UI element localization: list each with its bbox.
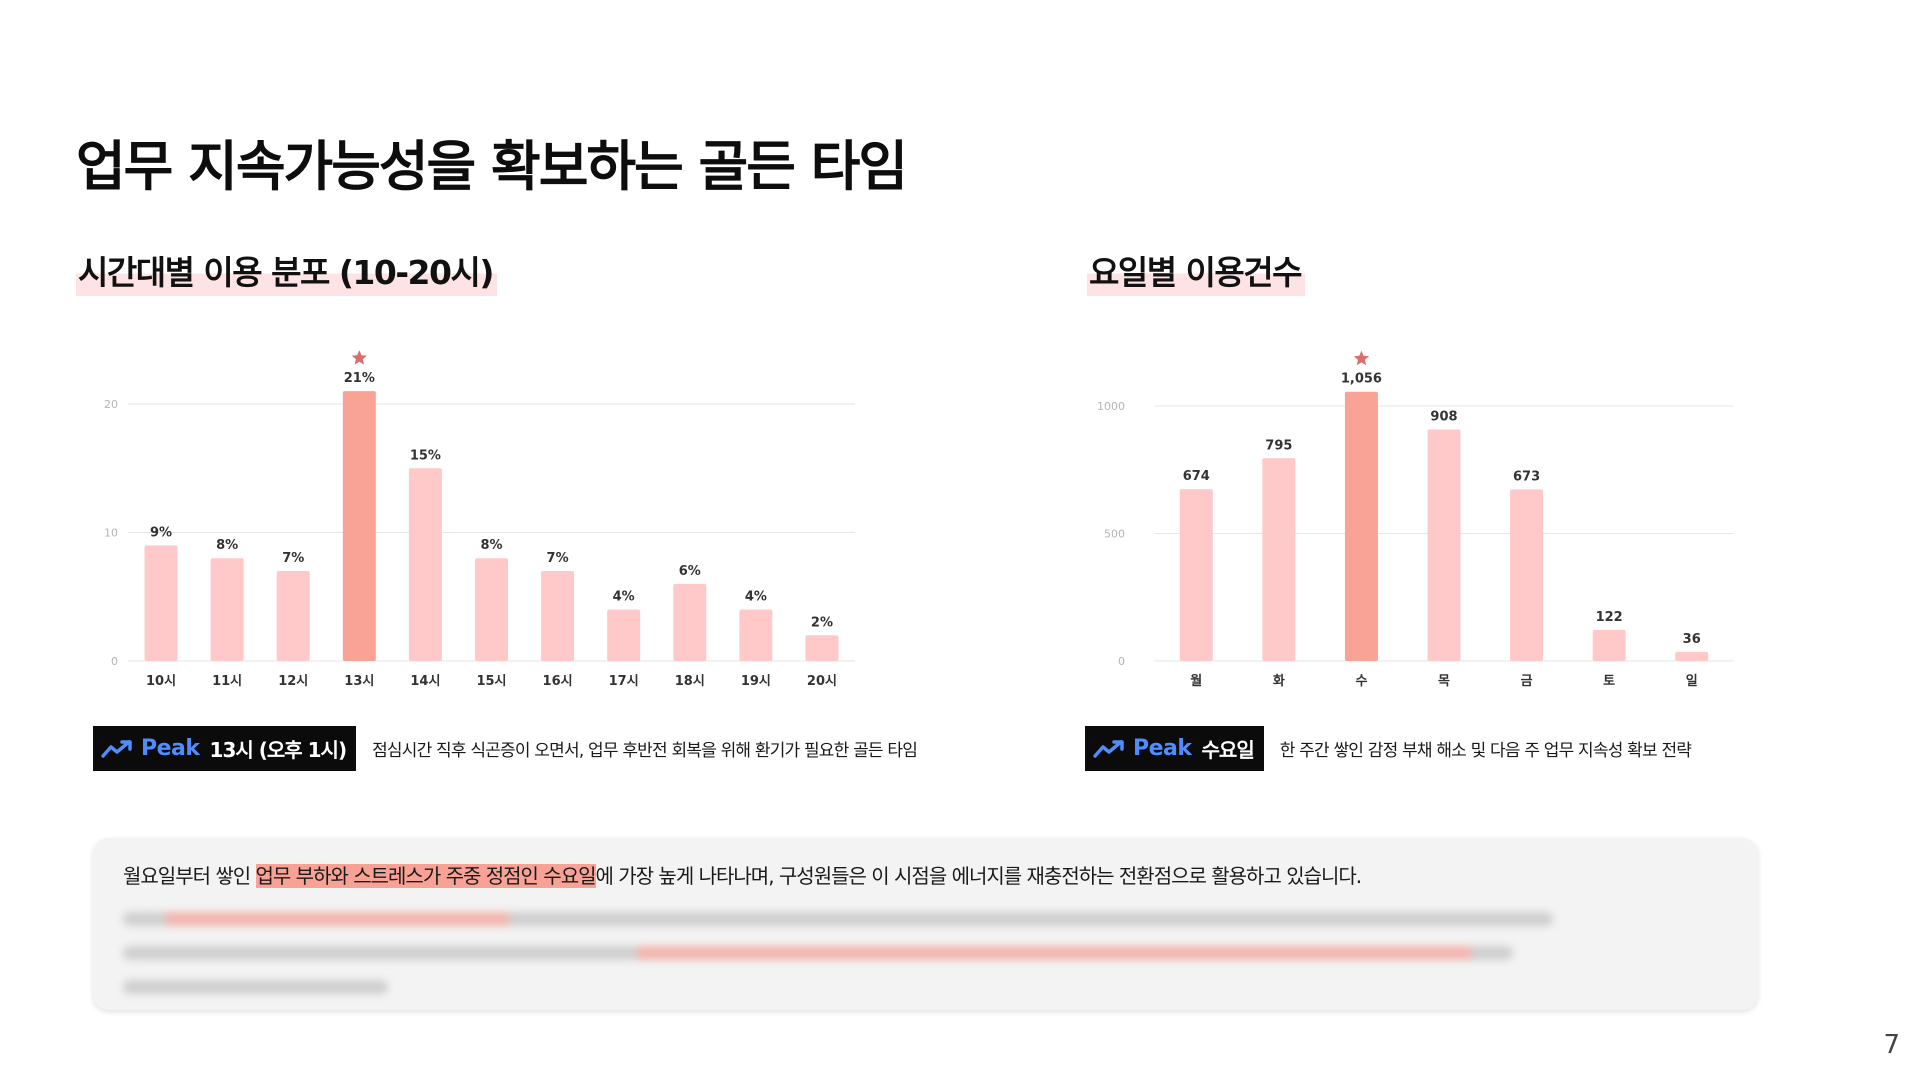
peak-badge: Peak 수요일 [1085, 726, 1264, 771]
y-tick-label: 10 [104, 527, 118, 540]
value-label: 674 [1183, 469, 1210, 484]
category-label: 14시 [410, 674, 440, 689]
bar [1344, 391, 1378, 661]
value-label: 908 [1430, 409, 1457, 424]
value-label: 673 [1513, 469, 1540, 484]
bar [210, 558, 244, 661]
bar [475, 558, 508, 661]
y-tick-label: 1000 [1097, 400, 1125, 413]
y-tick-label: 500 [1104, 528, 1125, 541]
category-label: 토 [1603, 674, 1615, 689]
value-label: 2% [811, 615, 833, 630]
bar [673, 583, 707, 661]
value-label: 8% [480, 538, 502, 553]
category-label: 12시 [278, 674, 308, 689]
value-label: 122 [1596, 610, 1623, 625]
peak-description: 점심시간 직후 식곤증이 오면서, 업무 후반전 회복을 위해 환기가 필요한 … [372, 741, 918, 761]
y-tick-label: 0 [111, 655, 118, 668]
weekday-chart-title: 요일별 이용건수 [1087, 246, 1306, 296]
bar [408, 468, 442, 661]
category-label: 10시 [146, 674, 176, 689]
peak-label: Peak [141, 736, 200, 761]
trending-up-icon [1093, 739, 1124, 758]
peak-value: 수요일 [1201, 738, 1255, 762]
trending-up-icon [101, 739, 132, 758]
y-tick-label: 20 [104, 398, 118, 411]
bar [1179, 489, 1213, 661]
category-label: 15시 [476, 674, 506, 689]
summary-text-end: 에 가장 높게 나타나며, 구성원들은 이 시점을 에너지를 재충전하는 전환점… [595, 864, 1363, 888]
summary-highlight: 업무 부하와 스트레스가 주중 정점인 수요일 [255, 864, 597, 888]
category-label: 16시 [543, 674, 573, 689]
blurred-text-line [123, 980, 388, 994]
peak-badge: Peak 13시 (오후 1시) [93, 726, 357, 771]
bar [739, 609, 773, 661]
category-label: 20시 [807, 674, 837, 689]
value-label: 1,056 [1341, 372, 1382, 387]
bar [1262, 458, 1296, 661]
y-tick-label: 0 [1118, 655, 1125, 668]
category-label: 일 [1686, 674, 1698, 689]
bar [541, 571, 575, 661]
blurred-text-line [123, 946, 1513, 960]
value-label: 21% [344, 371, 375, 386]
value-label: 4% [745, 590, 767, 605]
value-label: 795 [1265, 438, 1292, 453]
value-label: 36 [1683, 632, 1701, 647]
category-label: 금 [1521, 674, 1533, 689]
category-label: 17시 [609, 674, 639, 689]
summary-text: 월요일부터 쌓인 업무 부하와 스트레스가 주중 정점인 수요일에 가장 높게 … [123, 860, 1728, 892]
bar [607, 609, 641, 661]
bar [144, 545, 178, 661]
bar [342, 391, 376, 661]
category-label: 13시 [344, 674, 374, 689]
bar [1675, 651, 1709, 661]
value-label: 8% [216, 538, 238, 553]
bar [276, 571, 310, 661]
weekday-usage-bar-chart: 0 500 1000 674 월 795 화 1,056 수 908 목 673 금 122 토 36 일 [1097, 350, 1733, 689]
value-label: 15% [410, 448, 441, 463]
category-label: 19시 [741, 674, 771, 689]
category-label: 월 [1190, 673, 1202, 689]
peak-description: 한 주간 쌓인 감정 부채 해소 및 다음 주 업무 지속성 확보 전략 [1279, 741, 1692, 761]
value-label: 7% [282, 551, 304, 566]
weekday-peak-row: Peak 수요일 한 주간 쌓인 감정 부채 해소 및 다음 주 업무 지속성 … [1085, 726, 1692, 771]
blurred-text-line [123, 912, 1553, 926]
hourly-peak-row: Peak 13시 (오후 1시) 점심시간 직후 식곤증이 오면서, 업무 후반… [93, 726, 918, 771]
value-label: 6% [679, 564, 701, 579]
bar [1510, 489, 1544, 661]
category-label: 수 [1355, 674, 1367, 689]
hourly-usage-bar-chart: 0 10 20 9% 10시 8% 11시 7% 12시 21% 13시 15% 14시 8% 15시 7% 1… [104, 350, 855, 689]
category-label: 11시 [212, 674, 242, 689]
category-label: 화 [1273, 673, 1285, 689]
value-label: 4% [613, 590, 635, 605]
star-icon [351, 350, 367, 365]
hourly-chart-title: 시간대별 이용 분포 (10-20시) [76, 246, 497, 296]
bar [1592, 629, 1626, 661]
star-icon [1353, 350, 1370, 366]
bar [805, 635, 839, 661]
peak-label: Peak [1133, 736, 1192, 761]
category-label: 18시 [675, 674, 705, 689]
bar [1427, 429, 1461, 661]
peak-value: 13시 (오후 1시) [209, 738, 348, 762]
page-title: 업무 지속가능성을 확보하는 골든 타임 [76, 135, 908, 198]
category-label: 목 [1438, 674, 1450, 689]
value-label: 9% [150, 525, 172, 540]
summary-text-start: 월요일부터 쌓인 [123, 864, 256, 888]
value-label: 7% [547, 551, 569, 566]
summary-box: 월요일부터 쌓인 업무 부하와 스트레스가 주중 정점인 수요일에 가장 높게 … [93, 838, 1758, 1010]
page-number: 7 [1883, 1030, 1900, 1060]
